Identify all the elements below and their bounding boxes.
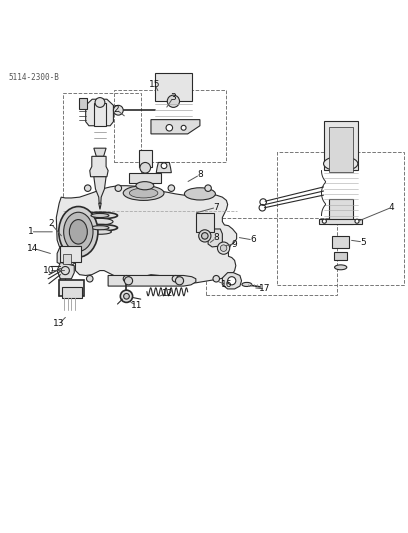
Bar: [155, 72, 192, 101]
Text: 8: 8: [197, 170, 203, 179]
Bar: [63, 93, 141, 234]
Circle shape: [166, 125, 173, 131]
Bar: [277, 152, 404, 285]
Text: 13: 13: [53, 319, 65, 328]
Circle shape: [228, 277, 236, 285]
Bar: [79, 98, 87, 109]
Bar: [332, 236, 349, 248]
Ellipse shape: [123, 185, 164, 200]
Text: 15: 15: [149, 80, 161, 90]
Polygon shape: [319, 219, 362, 224]
Text: 12: 12: [162, 288, 173, 297]
Bar: [139, 150, 152, 166]
Circle shape: [205, 185, 211, 191]
Ellipse shape: [91, 225, 109, 230]
Bar: [114, 90, 226, 163]
Text: 10: 10: [43, 266, 55, 275]
Polygon shape: [86, 99, 113, 126]
Polygon shape: [151, 119, 200, 134]
Circle shape: [181, 125, 186, 130]
Text: 5114-2300-B: 5114-2300-B: [8, 72, 59, 82]
Circle shape: [202, 232, 208, 239]
Text: 9: 9: [232, 239, 237, 248]
Text: 2: 2: [48, 219, 54, 228]
Circle shape: [220, 245, 227, 252]
Ellipse shape: [82, 224, 118, 231]
Text: 8: 8: [213, 233, 219, 243]
Circle shape: [120, 290, 133, 302]
Circle shape: [124, 294, 129, 299]
Circle shape: [355, 219, 359, 223]
Polygon shape: [90, 156, 108, 177]
Circle shape: [115, 185, 122, 191]
Text: 4: 4: [389, 203, 395, 212]
Bar: [329, 199, 353, 224]
Circle shape: [124, 277, 133, 285]
Circle shape: [95, 98, 105, 107]
Bar: [60, 246, 81, 262]
Polygon shape: [94, 148, 106, 156]
Polygon shape: [156, 163, 171, 173]
Circle shape: [86, 276, 93, 282]
Circle shape: [123, 276, 130, 282]
Ellipse shape: [324, 156, 358, 171]
Ellipse shape: [69, 220, 87, 244]
Circle shape: [175, 277, 184, 285]
Polygon shape: [99, 203, 101, 209]
Ellipse shape: [59, 206, 98, 257]
Ellipse shape: [184, 188, 215, 200]
Ellipse shape: [82, 212, 118, 219]
Bar: [62, 287, 82, 298]
Polygon shape: [57, 246, 75, 265]
Polygon shape: [208, 229, 222, 247]
Ellipse shape: [89, 229, 111, 235]
Bar: [196, 213, 214, 232]
Text: 14: 14: [27, 244, 38, 253]
Circle shape: [168, 185, 175, 191]
Polygon shape: [57, 262, 74, 279]
Circle shape: [199, 230, 211, 242]
Polygon shape: [108, 276, 196, 286]
Bar: [324, 121, 358, 170]
Text: 11: 11: [131, 301, 142, 310]
Bar: [63, 254, 71, 264]
Bar: [334, 252, 347, 261]
Polygon shape: [94, 177, 106, 203]
Text: 7: 7: [213, 203, 219, 212]
Text: 17: 17: [259, 285, 271, 294]
Circle shape: [217, 242, 230, 254]
Ellipse shape: [64, 212, 93, 252]
Circle shape: [161, 163, 167, 168]
Ellipse shape: [242, 282, 252, 287]
Polygon shape: [222, 272, 242, 289]
Bar: [59, 279, 84, 296]
Ellipse shape: [136, 182, 154, 190]
Ellipse shape: [91, 213, 109, 217]
Circle shape: [167, 95, 180, 107]
Circle shape: [140, 163, 151, 173]
Circle shape: [172, 276, 179, 282]
Circle shape: [322, 219, 326, 223]
Text: 16: 16: [221, 280, 232, 289]
Circle shape: [84, 185, 91, 191]
Text: 6: 6: [250, 236, 256, 245]
Ellipse shape: [335, 265, 347, 270]
Ellipse shape: [129, 188, 158, 198]
Bar: [94, 103, 106, 126]
Text: 2: 2: [113, 105, 119, 114]
Circle shape: [213, 276, 220, 282]
Bar: [129, 173, 161, 183]
Ellipse shape: [87, 219, 113, 225]
Bar: [329, 127, 353, 172]
Text: 5: 5: [360, 238, 366, 247]
Polygon shape: [56, 185, 237, 283]
Circle shape: [113, 106, 123, 115]
Text: 3: 3: [171, 93, 176, 102]
Bar: [206, 217, 337, 295]
Text: 1: 1: [28, 227, 33, 236]
